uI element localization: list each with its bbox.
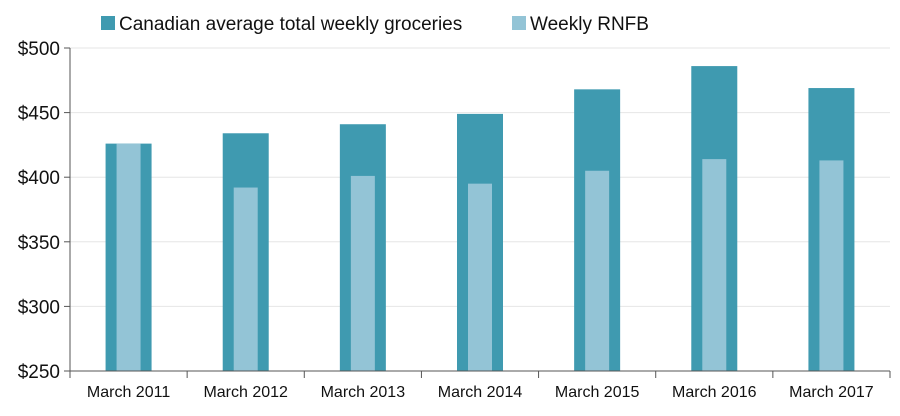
y-tick-label: $450 bbox=[18, 104, 60, 125]
legend-item: Weekly RNFB bbox=[512, 14, 649, 35]
y-tick-label: $350 bbox=[18, 233, 60, 254]
bar-weekly-rnfb bbox=[233, 187, 258, 371]
bars bbox=[105, 66, 855, 372]
legend-item: Canadian average total weekly groceries bbox=[101, 14, 462, 35]
legend-swatch bbox=[101, 16, 115, 30]
y-tick-label: $250 bbox=[18, 362, 60, 383]
x-tick-label: March 2012 bbox=[203, 384, 288, 401]
x-tick-label: March 2017 bbox=[789, 384, 874, 401]
x-axis-tick-labels: March 2011 March 2012 March 2013 March 2014… bbox=[87, 384, 874, 401]
x-tick-label: March 2016 bbox=[672, 384, 757, 401]
bar-weekly-rnfb bbox=[116, 143, 141, 371]
legend-label: Weekly RNFB bbox=[530, 14, 649, 35]
x-tick-label: March 2011 bbox=[87, 384, 170, 401]
x-tick-label: March 2014 bbox=[438, 384, 523, 401]
bar-weekly-rnfb bbox=[468, 183, 492, 371]
y-tick-label: $400 bbox=[18, 168, 60, 189]
x-tick-label: March 2015 bbox=[555, 384, 640, 401]
bar-weekly-rnfb bbox=[819, 160, 844, 371]
y-axis-tick-labels: $250 $300 $350 $400 $450 $500 bbox=[18, 39, 60, 383]
axes bbox=[64, 47, 891, 378]
legend: Canadian average total weekly groceries W… bbox=[101, 14, 649, 35]
y-tick-label: $300 bbox=[18, 297, 60, 318]
legend-label: Canadian average total weekly groceries bbox=[119, 14, 462, 35]
bar-weekly-rnfb bbox=[702, 159, 727, 371]
x-tick-label: March 2013 bbox=[321, 384, 406, 401]
y-tick-label: $500 bbox=[18, 39, 60, 60]
bar-weekly-rnfb bbox=[585, 170, 610, 371]
bar-weekly-rnfb bbox=[350, 175, 375, 371]
legend-swatch bbox=[512, 16, 526, 30]
